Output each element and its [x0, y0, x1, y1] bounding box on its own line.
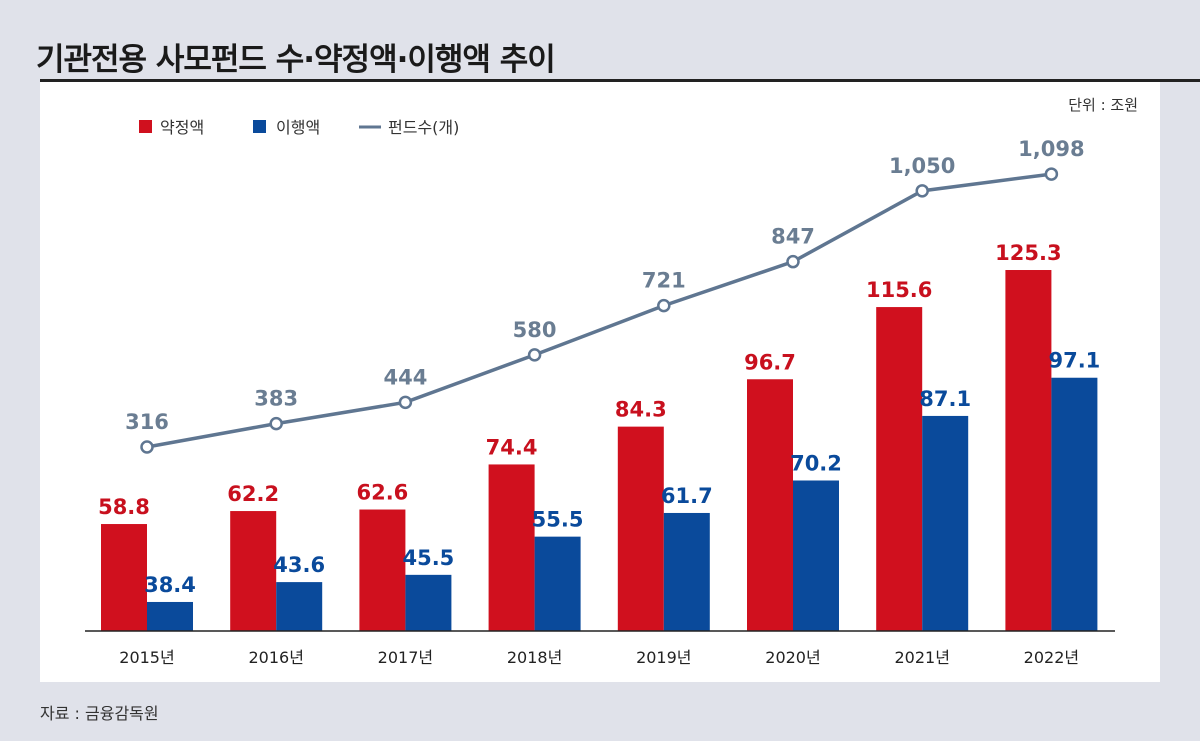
legend-label-execution: 이행액 — [276, 118, 320, 137]
fund-count-data-label: 721 — [642, 269, 686, 293]
fund-count-point — [269, 416, 283, 431]
execution-bar — [534, 536, 581, 631]
x-tick-label: 2020년 — [765, 648, 820, 667]
fund-count-point — [398, 395, 413, 410]
legend-swatch-commitment — [139, 120, 152, 133]
fund-count-line — [146, 172, 1052, 449]
chart-title: 기관전용 사모펀드 수·약정액·이행액 추이 — [36, 42, 556, 78]
fund-count-data-label: 580 — [513, 318, 557, 342]
commitment-data-label: 62.2 — [227, 482, 279, 506]
execution-bar — [405, 574, 452, 631]
execution-bar — [147, 601, 193, 631]
legend-swatch-execution — [253, 120, 266, 133]
execution-data-label: 43.6 — [273, 553, 325, 577]
x-tick-label: 2018년 — [507, 648, 562, 667]
commitment-bar — [1005, 270, 1052, 631]
execution-bar — [922, 415, 969, 631]
commitment-data-label: 125.3 — [995, 241, 1061, 265]
execution-bar — [793, 480, 839, 631]
chart-panel — [40, 82, 1160, 682]
execution-data-label: 70.2 — [790, 451, 842, 475]
fund-count-data-label: 383 — [254, 387, 298, 411]
fund-count-data-label: 1,050 — [889, 154, 955, 178]
x-tick-label: 2019년 — [636, 648, 691, 667]
commitment-data-label: 74.4 — [486, 435, 538, 459]
fund-count-data-label: 316 — [125, 410, 169, 434]
execution-data-label: 61.7 — [661, 484, 713, 508]
commitment-data-label: 115.6 — [866, 278, 932, 302]
execution-bar — [1051, 377, 1098, 631]
source-label: 자료 : 금융감독원 — [40, 704, 159, 723]
commitment-data-label: 84.3 — [615, 398, 667, 422]
commitment-bar — [617, 426, 664, 631]
x-tick-label: 2016년 — [248, 648, 303, 667]
commitment-bar — [747, 379, 793, 631]
fund-count-point — [140, 440, 154, 454]
execution-data-label: 38.4 — [144, 573, 196, 597]
commitment-data-label: 58.8 — [98, 495, 150, 519]
fund-count-point — [786, 254, 800, 269]
commitment-data-label: 96.7 — [744, 350, 796, 374]
fund-count-data-label: 847 — [771, 225, 815, 249]
execution-bar — [276, 582, 323, 631]
execution-data-label: 87.1 — [919, 387, 971, 411]
unit-label: 단위 : 조원 — [1068, 96, 1138, 114]
x-tick-label: 2017년 — [378, 648, 433, 667]
x-tick-label: 2021년 — [894, 648, 949, 667]
execution-data-label: 45.5 — [402, 546, 454, 570]
legend: 약정액 이행액 펀드수(개) — [139, 118, 459, 137]
execution-data-label: 55.5 — [532, 508, 584, 532]
x-tick-label: 2022년 — [1024, 648, 1079, 667]
execution-bar — [663, 512, 710, 631]
commitment-bar — [876, 307, 923, 631]
fund-count-data-label: 1,098 — [1018, 137, 1084, 161]
x-tick-label: 2015년 — [119, 648, 174, 667]
fund-count-point — [1044, 167, 1059, 181]
legend-label-commitment: 약정액 — [160, 118, 204, 137]
commitment-bar — [101, 524, 147, 631]
commitment-bar — [359, 509, 406, 631]
fund-count-point — [915, 184, 929, 198]
fund-count-point — [527, 348, 542, 362]
legend-label-fund-count: 펀드수(개) — [388, 118, 459, 137]
fund-count-point — [657, 298, 671, 313]
commitment-data-label: 62.6 — [356, 481, 408, 505]
commitment-bar — [230, 511, 277, 631]
fund-count-data-label: 444 — [383, 365, 427, 389]
execution-data-label: 97.1 — [1048, 349, 1100, 373]
title-divider — [40, 79, 1200, 82]
commitment-bar — [488, 464, 535, 631]
